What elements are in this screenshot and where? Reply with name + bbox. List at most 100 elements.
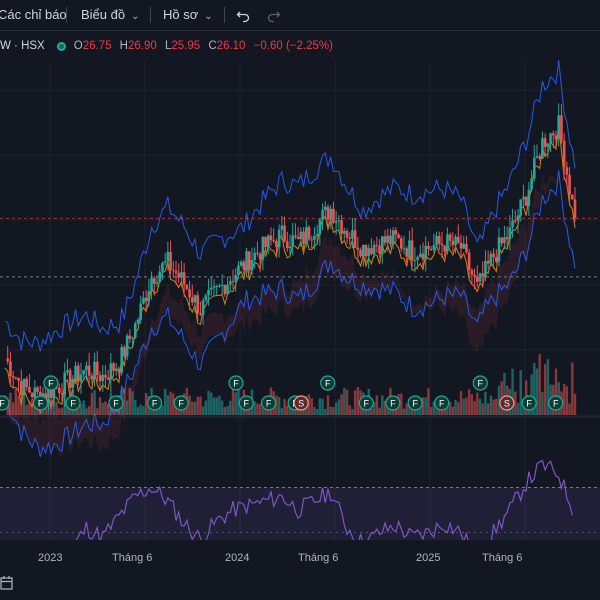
candle-body bbox=[288, 246, 292, 249]
volume-bar bbox=[212, 397, 216, 415]
price-chart[interactable]: FFFFFFFFFFFSFFFFFFSFF bbox=[0, 60, 600, 540]
candle-body bbox=[158, 271, 162, 283]
candle-body bbox=[429, 249, 433, 251]
volume-bar bbox=[486, 403, 490, 415]
candle-body bbox=[332, 208, 335, 223]
top-toolbar: Các chỉ báo Biểu đồ ⌄ Hồ sơ ⌄ bbox=[0, 0, 600, 31]
candle-body bbox=[68, 370, 72, 388]
candle-body bbox=[171, 269, 175, 271]
candle-body bbox=[250, 260, 254, 271]
candle-body bbox=[218, 285, 221, 287]
candle-body bbox=[508, 227, 512, 240]
candle-body bbox=[321, 210, 324, 220]
volume-bar bbox=[446, 406, 449, 415]
candle-body bbox=[340, 220, 343, 234]
volume-bar bbox=[538, 354, 541, 415]
candle-body bbox=[144, 297, 148, 302]
candle-body bbox=[147, 291, 151, 302]
candle-body bbox=[123, 347, 126, 357]
candle-body bbox=[345, 230, 349, 238]
low-value: 25.95 bbox=[171, 40, 201, 52]
candle-body bbox=[258, 253, 262, 260]
candle-body bbox=[223, 284, 227, 295]
candle-body bbox=[486, 260, 490, 264]
volume-bar bbox=[432, 401, 436, 415]
candle-body bbox=[389, 235, 392, 245]
candle-body bbox=[101, 374, 105, 382]
volume-bar bbox=[166, 395, 170, 415]
candle-body bbox=[481, 273, 485, 277]
candle-body bbox=[79, 374, 83, 382]
event-marker-label: F bbox=[526, 399, 532, 409]
candle-body bbox=[277, 229, 281, 247]
event-marker-label: F bbox=[364, 399, 370, 409]
high-label: H bbox=[119, 40, 128, 52]
indicators-button[interactable]: Các chỉ báo bbox=[0, 0, 67, 30]
undo-icon bbox=[236, 11, 250, 22]
event-marker-circle bbox=[238, 395, 254, 411]
candle-body bbox=[283, 225, 286, 242]
volume-bar bbox=[424, 397, 427, 415]
candle-body bbox=[473, 274, 476, 277]
volume-bar bbox=[402, 408, 406, 415]
symbol-name[interactable]: W · HSX bbox=[0, 40, 45, 52]
volume-bar bbox=[495, 398, 498, 415]
volume-bar bbox=[220, 400, 224, 415]
undo-button[interactable] bbox=[236, 0, 250, 30]
event-marker-circle bbox=[0, 395, 10, 411]
volume-bar bbox=[58, 408, 61, 415]
volume-bar bbox=[101, 402, 104, 415]
candle-body bbox=[543, 137, 547, 147]
volume-bar bbox=[193, 401, 197, 415]
volume-bar bbox=[353, 390, 357, 415]
volume-bar bbox=[546, 359, 550, 415]
event-marker-label: F bbox=[233, 379, 239, 389]
candle-body bbox=[180, 272, 183, 278]
volume-bar bbox=[226, 405, 229, 415]
volume-bar bbox=[74, 406, 77, 415]
chart-type-button[interactable]: Biểu đồ ⌄ bbox=[81, 0, 139, 30]
candle-body bbox=[370, 248, 373, 255]
rsi-band bbox=[0, 487, 600, 540]
volume-bar bbox=[234, 392, 237, 415]
candle-body bbox=[494, 257, 498, 262]
volume-bar bbox=[530, 374, 533, 415]
candle-body bbox=[470, 269, 474, 275]
candle-body bbox=[541, 137, 544, 159]
candle-body bbox=[503, 237, 506, 244]
candle-body bbox=[152, 278, 156, 284]
candle-body bbox=[435, 235, 438, 246]
profile-button[interactable]: Hồ sơ ⌄ bbox=[163, 0, 213, 30]
event-marker-label: F bbox=[70, 399, 76, 409]
candle-body bbox=[500, 237, 504, 244]
volume-bar bbox=[372, 402, 376, 415]
candle-body bbox=[253, 252, 257, 261]
volume-bar bbox=[163, 388, 167, 415]
candle-body bbox=[296, 236, 300, 240]
volume-bar bbox=[134, 399, 137, 415]
volume-bar bbox=[93, 390, 96, 415]
candle-body bbox=[326, 206, 330, 220]
volume-bar bbox=[131, 391, 134, 415]
calendar-icon[interactable] bbox=[0, 575, 14, 591]
volume-bar bbox=[6, 403, 9, 415]
volume-bar bbox=[60, 407, 64, 415]
candle-body bbox=[17, 377, 20, 382]
volume-bar bbox=[421, 397, 425, 415]
candle-body bbox=[342, 230, 346, 234]
change-value: −0.60 (−2.25%) bbox=[253, 40, 333, 52]
event-marker-label: S bbox=[298, 399, 304, 409]
volume-bar bbox=[188, 395, 191, 415]
candle-body bbox=[114, 368, 118, 371]
redo-button[interactable] bbox=[267, 0, 281, 30]
volume-bar bbox=[454, 399, 457, 415]
volume-bar bbox=[348, 405, 351, 415]
candle-body bbox=[204, 295, 208, 301]
volume-bar bbox=[457, 402, 460, 415]
candle-body bbox=[410, 240, 414, 261]
event-marker-label: F bbox=[439, 399, 445, 409]
candle-body bbox=[302, 231, 305, 244]
candle-body bbox=[522, 196, 525, 200]
candle-body bbox=[228, 281, 232, 285]
candle-body bbox=[220, 284, 224, 286]
